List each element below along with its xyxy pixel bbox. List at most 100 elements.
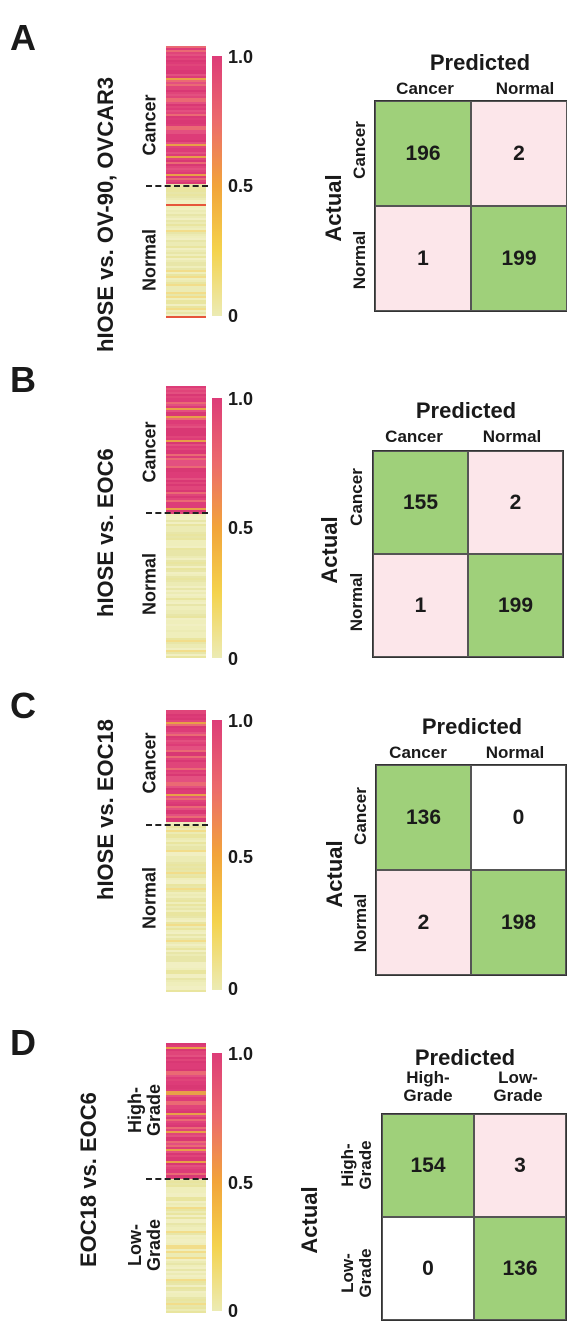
heatmap-row	[166, 194, 206, 196]
heatmap-row	[166, 848, 206, 850]
heatmap-row	[166, 122, 206, 124]
heatmap-row	[166, 54, 206, 56]
cell-tn: 199	[471, 206, 567, 311]
heatmap-row	[166, 868, 206, 870]
heatmap-row	[166, 630, 206, 632]
heatmap-row	[166, 208, 206, 210]
heatmap-row	[166, 1279, 206, 1281]
heatmap-row	[166, 230, 206, 232]
heatmap-row	[166, 544, 206, 546]
heatmap-row	[166, 1229, 206, 1231]
colorbar-tick-max: 1.0	[228, 711, 254, 731]
heatmap-row	[166, 830, 206, 832]
heatmap-row	[166, 870, 206, 872]
heatmap-row	[166, 174, 206, 176]
heatmap-row	[166, 92, 206, 94]
heatmap-row	[166, 556, 206, 558]
heatmap-row	[166, 772, 206, 774]
heatmap-row	[166, 276, 206, 278]
heatmap-row	[166, 912, 206, 914]
heatmap-row	[166, 968, 206, 970]
panel-title: hIOSE vs. EOC18	[93, 719, 118, 900]
heatmap-row	[166, 288, 206, 290]
heatmap-row	[166, 218, 206, 220]
heatmap-row	[166, 140, 206, 142]
heatmap-row	[166, 264, 206, 266]
col-header-1: Cancer	[385, 427, 443, 446]
heatmap-row	[166, 1291, 206, 1293]
heatmap-row	[166, 284, 206, 286]
heatmap-row	[166, 574, 206, 576]
col-header-2: Low- Grade	[493, 1068, 543, 1105]
heatmap-row	[166, 1245, 206, 1247]
decision-threshold-line	[146, 824, 208, 826]
heatmap-row	[166, 302, 206, 304]
heatmap-row	[166, 898, 206, 900]
heatmap-row	[166, 1281, 206, 1283]
heatmap-row	[166, 386, 206, 388]
heatmap-row	[166, 774, 206, 776]
heatmap-row	[166, 1283, 206, 1285]
heatmap-row	[166, 828, 206, 830]
heatmap-row	[166, 952, 206, 954]
heatmap-row	[166, 718, 206, 720]
heatmap-row	[166, 1123, 206, 1125]
heatmap-row	[166, 1265, 206, 1267]
heatmap-row	[166, 392, 206, 394]
heatmap-row	[166, 1213, 206, 1215]
heatmap-row	[166, 1253, 206, 1255]
heatmap-row	[166, 500, 206, 502]
heatmap-row	[166, 1103, 206, 1105]
heatmap-row	[166, 1181, 206, 1183]
heatmap-row	[166, 788, 206, 790]
heatmap-row	[166, 514, 206, 516]
heatmap-row	[166, 1175, 206, 1177]
heatmap-row	[166, 560, 206, 562]
decision-threshold-line	[146, 1178, 208, 1180]
panel-label: B	[10, 359, 36, 400]
heatmap-row	[166, 1169, 206, 1171]
heatmap-row	[166, 916, 206, 918]
heatmap-row	[166, 478, 206, 480]
heatmap-row	[166, 582, 206, 584]
heatmap-row	[166, 726, 206, 728]
heatmap-row	[166, 432, 206, 434]
heatmap-row	[166, 804, 206, 806]
heatmap-row	[166, 890, 206, 892]
heatmap-row	[166, 528, 206, 530]
heatmap-row	[166, 244, 206, 246]
heatmap-row	[166, 1241, 206, 1243]
heatmap-row	[166, 406, 206, 408]
heatmap-row	[166, 1199, 206, 1201]
group-label-bottom: Normal	[139, 866, 160, 930]
heatmap-row	[166, 516, 206, 518]
heatmap-row	[166, 158, 206, 160]
heatmap-row	[166, 776, 206, 778]
heatmap-row	[166, 1289, 206, 1291]
heatmap-row	[166, 802, 206, 804]
colorbar	[212, 720, 222, 990]
heatmap-row	[166, 1107, 206, 1109]
row-header-2: Low- Grade	[338, 1248, 375, 1298]
heatmap-row	[166, 470, 206, 472]
heatmap-row	[166, 224, 206, 226]
heatmap-row	[166, 602, 206, 604]
heatmap-row	[166, 192, 206, 194]
group-label-bottom: Low- Grade	[125, 1218, 164, 1272]
heatmap-row	[166, 592, 206, 594]
heatmap-row	[166, 462, 206, 464]
probability-heatmap	[166, 386, 206, 658]
heatmap-row	[166, 1059, 206, 1061]
heatmap-row	[166, 638, 206, 640]
heatmap-row	[166, 1311, 206, 1313]
cell-fn: 2	[468, 451, 563, 554]
heatmap-row	[166, 498, 206, 500]
confusion-matrix: 155 2 1 199	[372, 450, 564, 658]
heatmap-row	[166, 232, 206, 234]
colorbar-tick-min: 0	[228, 979, 239, 999]
heatmap-row	[166, 646, 206, 648]
confusion-matrix: 196 2 1 199	[374, 100, 567, 312]
colorbar-tick-min: 0	[228, 1301, 239, 1321]
heatmap-row	[166, 586, 206, 588]
heatmap-row	[166, 596, 206, 598]
